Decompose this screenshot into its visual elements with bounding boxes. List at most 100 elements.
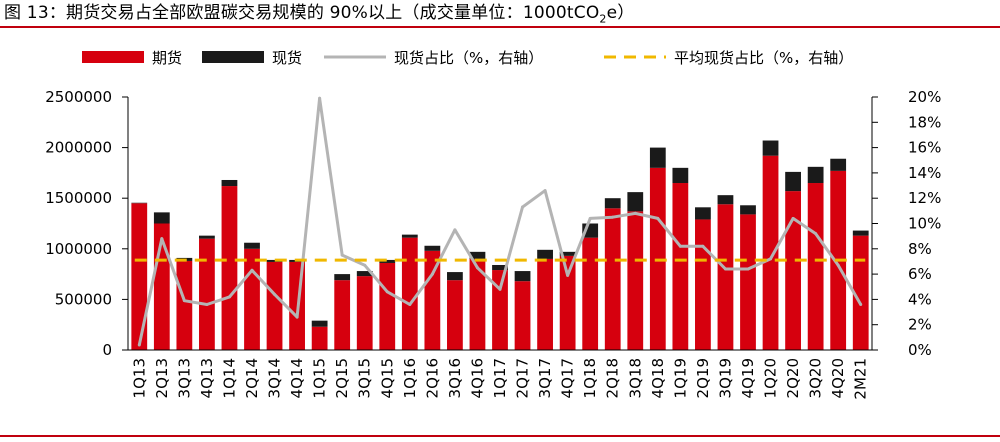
ratio-point	[859, 302, 863, 306]
ratio-point	[746, 267, 750, 271]
bar-futures	[311, 326, 328, 350]
bar-series	[131, 140, 869, 350]
ratio-point	[408, 302, 412, 306]
bar-futures	[514, 281, 531, 350]
figure-title-bar: 图 13：期货交易占全部欧盟碳交易规模的 90%以上（成交量单位：1000tCO…	[0, 0, 1000, 28]
bar-futures	[717, 204, 734, 350]
legend-label-ratio: 现货占比（%，右轴）	[394, 49, 543, 67]
bar-spot	[852, 230, 869, 236]
bar-futures	[221, 186, 238, 350]
bar-spot	[424, 245, 441, 251]
x-tick-label: 4Q20	[829, 358, 847, 398]
bar-futures	[356, 276, 373, 350]
left-tick-label: 500000	[55, 290, 112, 308]
ratio-point	[836, 263, 840, 267]
left-axis: 0 500000 1000000 1500000 2000000 2500000	[45, 88, 129, 359]
bar-spot	[131, 202, 148, 204]
ratio-point	[385, 290, 389, 294]
ratio-point	[723, 267, 727, 271]
bar-spot	[740, 205, 756, 215]
bar-futures	[695, 219, 711, 350]
legend-swatch-futures	[82, 51, 144, 63]
right-tick-label: 2%	[908, 316, 932, 334]
ratio-point	[566, 273, 570, 277]
x-tick-label: 3Q17	[536, 358, 554, 398]
title-subscript: 2	[599, 12, 607, 26]
bar-spot	[830, 158, 847, 171]
ratio-point	[475, 266, 479, 270]
bar-spot	[649, 147, 666, 168]
legend-label-futures: 期货	[152, 49, 182, 67]
ratio-point	[791, 216, 795, 220]
x-tick-label: 4Q13	[198, 358, 216, 398]
right-tick-label: 20%	[908, 88, 941, 106]
ratio-point	[769, 257, 773, 261]
bottom-rule	[0, 435, 1000, 437]
left-tick-label: 2000000	[45, 139, 112, 157]
x-tick-label: 3Q13	[175, 358, 193, 398]
x-tick-label: 1Q14	[221, 358, 239, 398]
bar-spot	[311, 320, 328, 327]
x-axis-labels: 1Q13 2Q13 3Q13 4Q13 1Q14 2Q14 3Q14 4Q14 1Q15 2Q15…	[130, 358, 869, 400]
bar-spot	[559, 251, 576, 256]
bar-futures	[334, 280, 351, 350]
ratio-point	[340, 253, 344, 257]
bar-spot	[762, 140, 779, 156]
bar-futures	[672, 183, 689, 350]
ratio-point	[227, 295, 231, 299]
ratio-point	[543, 189, 547, 193]
right-tick-label: 8%	[908, 240, 932, 258]
ratio-point	[814, 232, 818, 236]
bar-spot	[537, 249, 553, 259]
bar-futures	[244, 248, 260, 350]
ratio-point	[205, 302, 209, 306]
x-tick-label: 1Q15	[311, 358, 329, 398]
bar-spot	[356, 271, 373, 277]
bar-futures	[582, 237, 599, 350]
ratio-point	[273, 292, 277, 296]
bar-futures	[537, 258, 553, 350]
x-tick-label: 1Q16	[401, 358, 419, 398]
bar-spot	[807, 166, 824, 184]
bar-spot	[604, 198, 621, 209]
spot-ratio-points	[137, 96, 863, 347]
bar-futures	[785, 191, 801, 350]
right-tick-label: 12%	[908, 189, 941, 207]
x-tick-label: 4Q15	[378, 358, 396, 398]
ratio-point	[250, 268, 254, 272]
x-tick-label: 2Q13	[153, 358, 171, 398]
x-tick-label: 4Q19	[739, 358, 757, 398]
x-tick-label: 2Q16	[423, 358, 441, 398]
ratio-point	[656, 216, 660, 220]
ratio-point	[611, 215, 615, 219]
x-tick-label: 1Q20	[762, 358, 780, 398]
bar-spot	[672, 167, 689, 184]
left-tick-label: 1000000	[45, 240, 112, 258]
legend-label-spot: 现货	[272, 49, 302, 67]
x-tick-label: 3Q16	[446, 358, 464, 398]
bar-futures	[131, 203, 148, 350]
ratio-point	[453, 228, 457, 232]
x-tick-label: 2Q20	[784, 358, 802, 398]
x-tick-label: 1Q13	[130, 358, 148, 398]
bar-spot	[447, 272, 463, 281]
bar-spot	[221, 179, 238, 187]
bar-futures	[469, 258, 486, 350]
right-tick-label: 18%	[908, 113, 941, 131]
bar-spot	[244, 242, 260, 249]
legend-swatch-spot	[202, 51, 264, 63]
x-tick-label: 2Q18	[604, 358, 622, 398]
ratio-point	[633, 211, 637, 215]
x-tick-label: 2Q17	[514, 358, 532, 398]
bar-futures	[604, 208, 621, 350]
ratio-point	[498, 287, 502, 291]
right-tick-label: 4%	[908, 290, 932, 308]
ratio-point	[521, 205, 525, 209]
left-tick-label: 1500000	[45, 189, 112, 207]
x-tick-label: 4Q16	[469, 358, 487, 398]
bar-futures	[807, 183, 824, 350]
bar-spot	[199, 235, 215, 239]
legend: 期货 现货 现货占比（%，右轴） 平均现货占比（%，右轴）	[82, 49, 853, 67]
ratio-point	[137, 343, 141, 347]
bar-futures	[176, 260, 193, 350]
